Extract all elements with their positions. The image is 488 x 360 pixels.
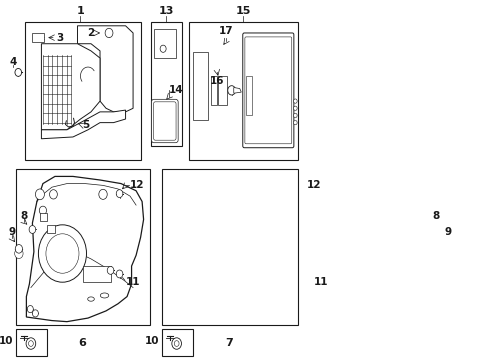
Circle shape — [29, 226, 36, 233]
Polygon shape — [41, 110, 125, 139]
Circle shape — [424, 226, 430, 233]
Text: 11: 11 — [313, 277, 328, 287]
Bar — [211, 76, 216, 105]
Bar — [16, 169, 149, 325]
Text: 14: 14 — [169, 85, 183, 95]
Bar — [349, 266, 376, 282]
FancyBboxPatch shape — [244, 37, 291, 144]
Bar — [412, 213, 419, 221]
Circle shape — [39, 206, 46, 215]
Text: 8: 8 — [431, 211, 439, 221]
Circle shape — [293, 99, 297, 103]
Circle shape — [293, 121, 297, 125]
Text: 11: 11 — [125, 277, 140, 287]
Circle shape — [413, 206, 420, 215]
Bar — [245, 76, 251, 116]
Bar — [162, 169, 298, 325]
Text: 16: 16 — [209, 76, 224, 86]
Circle shape — [32, 310, 39, 317]
Circle shape — [27, 306, 33, 313]
FancyBboxPatch shape — [153, 102, 176, 140]
Text: 12: 12 — [130, 180, 144, 190]
Circle shape — [116, 190, 122, 198]
Bar — [83, 266, 110, 282]
Text: 8: 8 — [20, 211, 27, 221]
Text: 2: 2 — [87, 28, 94, 38]
Circle shape — [437, 244, 444, 253]
Bar — [188, 22, 298, 160]
Text: 6: 6 — [79, 338, 86, 348]
Circle shape — [227, 86, 235, 95]
Bar — [153, 30, 176, 58]
Circle shape — [49, 190, 57, 199]
Circle shape — [15, 68, 21, 76]
FancyBboxPatch shape — [151, 99, 178, 143]
Polygon shape — [316, 176, 433, 321]
Ellipse shape — [87, 297, 94, 301]
Circle shape — [336, 270, 343, 278]
Circle shape — [39, 225, 86, 282]
Polygon shape — [233, 87, 241, 93]
Text: 15: 15 — [235, 6, 250, 16]
Text: 7: 7 — [225, 338, 233, 348]
Bar — [193, 51, 208, 120]
Circle shape — [402, 190, 409, 199]
Bar — [16, 329, 47, 356]
Bar — [40, 213, 47, 221]
Circle shape — [107, 266, 114, 274]
Circle shape — [99, 189, 107, 199]
Bar — [47, 225, 55, 233]
Circle shape — [373, 225, 421, 282]
Bar — [150, 22, 182, 146]
Circle shape — [46, 234, 79, 273]
Bar — [25, 22, 141, 160]
Circle shape — [293, 113, 297, 118]
Polygon shape — [41, 44, 100, 130]
Bar — [32, 33, 44, 42]
Circle shape — [35, 189, 44, 200]
Circle shape — [15, 248, 23, 258]
Text: 5: 5 — [82, 120, 89, 130]
Circle shape — [380, 234, 413, 273]
Circle shape — [105, 28, 113, 38]
Circle shape — [426, 306, 432, 313]
Text: 4: 4 — [9, 57, 17, 67]
Polygon shape — [77, 26, 133, 112]
FancyBboxPatch shape — [242, 33, 293, 148]
Text: 9: 9 — [8, 227, 16, 237]
Circle shape — [28, 341, 33, 346]
Circle shape — [352, 189, 361, 199]
Text: 17: 17 — [219, 26, 233, 36]
Ellipse shape — [365, 297, 371, 301]
Ellipse shape — [350, 293, 359, 298]
Circle shape — [15, 244, 22, 253]
Text: 9: 9 — [444, 227, 450, 237]
Circle shape — [436, 248, 445, 258]
Circle shape — [293, 106, 297, 111]
Text: 10: 10 — [0, 336, 14, 346]
Circle shape — [26, 338, 36, 349]
Circle shape — [346, 266, 352, 274]
Text: 3: 3 — [56, 33, 63, 42]
Circle shape — [336, 190, 343, 198]
Circle shape — [421, 310, 427, 317]
Text: 10: 10 — [144, 336, 159, 346]
Text: 13: 13 — [158, 6, 173, 16]
Bar — [217, 76, 226, 105]
Bar — [404, 225, 412, 233]
Bar — [162, 329, 193, 356]
Circle shape — [174, 341, 179, 346]
Ellipse shape — [100, 293, 108, 298]
Polygon shape — [26, 176, 143, 321]
Text: 12: 12 — [306, 180, 320, 190]
Circle shape — [116, 270, 122, 278]
Circle shape — [171, 338, 181, 349]
Circle shape — [415, 189, 424, 200]
Text: 1: 1 — [77, 6, 84, 16]
Circle shape — [160, 45, 166, 52]
